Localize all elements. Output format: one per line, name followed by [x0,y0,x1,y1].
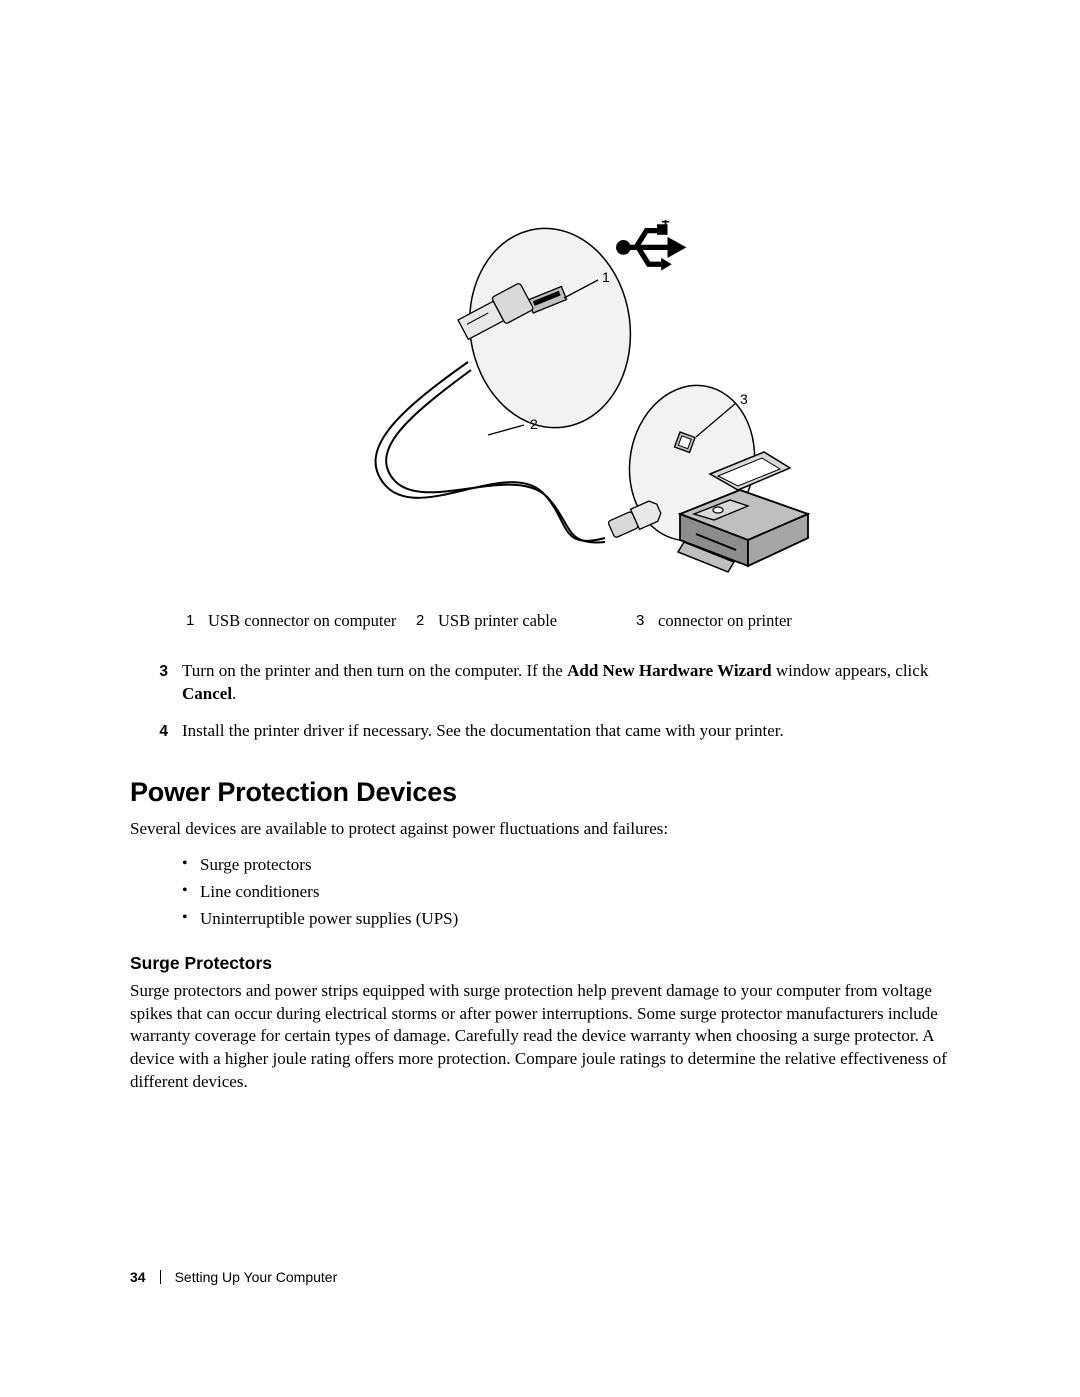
usb-printer-diagram: + 1 2 3 [260,220,820,590]
step-3-body: Turn on the printer and then turn on the… [182,660,950,706]
manual-page: + 1 2 3 [0,0,1080,1397]
page-number: 34 [130,1269,146,1285]
subsection-body: Surge protectors and power strips equipp… [130,980,950,1095]
legend-text-1: USB connector on computer [208,610,396,632]
step-4: 4 Install the printer driver if necessar… [130,720,950,743]
usb-icon: + [616,220,686,271]
callout-3: 3 [740,391,748,407]
legend-text-3: connector on printer [658,610,792,632]
callout-2: 2 [530,416,538,432]
diagram-legend: 1 USB connector on computer 2 USB printe… [186,610,950,632]
bullet-item: Line conditioners [182,878,950,905]
chapter-name: Setting Up Your Computer [175,1269,338,1285]
section-heading: Power Protection Devices [130,777,950,808]
page-footer: 34 Setting Up Your Computer [130,1269,337,1285]
step-list: 3 Turn on the printer and then turn on t… [130,660,950,743]
legend-num-2: 2 [416,610,438,631]
svg-text:+: + [661,220,670,230]
step-3: 3 Turn on the printer and then turn on t… [130,660,950,706]
step-4-body: Install the printer driver if necessary.… [182,720,950,743]
footer-separator [160,1270,161,1284]
section-intro: Several devices are available to protect… [130,818,950,841]
legend-num-1: 1 [186,610,208,631]
callout-1: 1 [602,269,610,285]
legend-text-2: USB printer cable [438,610,557,632]
bullet-list: Surge protectors Line conditioners Unint… [130,851,950,933]
subsection-heading: Surge Protectors [130,953,950,974]
bullet-item: Uninterruptible power supplies (UPS) [182,905,950,932]
bullet-item: Surge protectors [182,851,950,878]
legend-num-3: 3 [636,610,658,631]
